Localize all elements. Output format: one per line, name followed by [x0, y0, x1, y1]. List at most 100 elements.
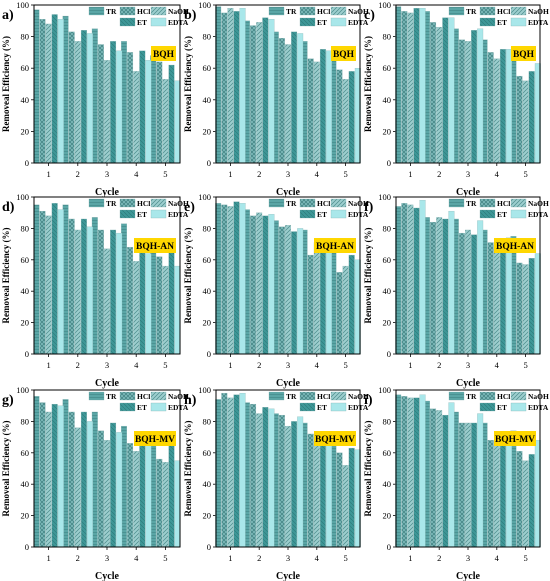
- legend-swatch-naoh: [150, 391, 167, 401]
- bar-hcl-cycle-3: [278, 38, 285, 164]
- y-axis-label: Removeal Efficiency (%): [363, 421, 373, 517]
- plot-frame: [395, 389, 541, 548]
- bar-naoh-cycle-4: [133, 261, 140, 355]
- legend-swatch-edta: [510, 402, 527, 412]
- y-tick-label: 0: [25, 158, 29, 168]
- bar-edta-cycle-4: [326, 438, 332, 548]
- y-tick-label: 100: [378, 0, 391, 10]
- legend-label-naoh: NaOH: [348, 392, 369, 401]
- y-tick-label: 60: [203, 255, 212, 265]
- legend-swatch-et: [119, 209, 136, 219]
- legend-swatch-et: [299, 209, 316, 219]
- bar-hcl-cycle-2: [430, 221, 437, 355]
- chart-panel-c: 0 20 40 60 80 100 1 2 3 4 5 c) Removeal Efficiency (…: [363, 0, 549, 198]
- bar-edta-cycle-1: [57, 405, 64, 548]
- x-tick-label: 5: [343, 360, 347, 370]
- x-tick-label: 3: [466, 360, 470, 370]
- legend-swatch-tr: [268, 198, 285, 208]
- y-tick-label: 0: [387, 349, 391, 359]
- bar-et-cycle-2: [262, 17, 269, 164]
- x-tick-label: 3: [105, 553, 109, 563]
- legend-swatch-et: [479, 17, 496, 27]
- legend-swatch-hcl: [119, 198, 136, 208]
- bar-naoh-cycle-5: [342, 265, 349, 355]
- y-tick-label: 40: [21, 286, 30, 296]
- panel-label: b): [184, 8, 197, 23]
- bar-naoh-cycle-4: [313, 242, 320, 355]
- bar-et-cycle-2: [80, 411, 87, 548]
- bar-edta-cycle-1: [419, 8, 426, 164]
- bar-et-cycle-1: [413, 207, 420, 355]
- legend-swatch-hcl: [299, 391, 316, 401]
- legend-label-naoh: NaOH: [348, 7, 369, 16]
- sample-badge-box: [134, 238, 176, 253]
- bar-naoh-cycle-2: [74, 229, 81, 355]
- legend-swatch-tr: [268, 6, 285, 16]
- legend-swatch-hcl: [119, 6, 136, 16]
- bar-et-cycle-5: [528, 71, 535, 164]
- x-axis-label: Cycle: [276, 571, 300, 581]
- bar-et-cycle-4: [499, 49, 506, 164]
- bar-naoh-cycle-1: [227, 206, 234, 355]
- x-tick-label: 2: [437, 360, 441, 370]
- bar-hcl-cycle-4: [307, 254, 314, 355]
- x-tick-label: 3: [286, 360, 290, 370]
- legend-label-hcl: HCl: [317, 392, 330, 401]
- y-tick-label: 60: [383, 63, 392, 73]
- sample-badge-box: [511, 46, 536, 61]
- bar-naoh-cycle-1: [407, 12, 414, 164]
- bar-et-cycle-2: [442, 414, 449, 548]
- legend-swatch-edta: [330, 209, 347, 219]
- x-tick-label: 5: [343, 169, 347, 179]
- legend-swatch-hcl: [479, 391, 496, 401]
- bar-naoh-cycle-1: [227, 397, 234, 548]
- bar-hcl-cycle-5: [336, 452, 343, 548]
- bar-hcl-cycle-2: [250, 215, 257, 355]
- sample-badge-label: BQH-AN: [316, 242, 354, 252]
- legend-label-edta: EDTA: [168, 210, 189, 219]
- x-tick-label: 5: [163, 169, 167, 179]
- y-tick-label: 40: [383, 479, 392, 489]
- y-tick-label: 20: [21, 511, 30, 521]
- bar-naoh-cycle-4: [493, 58, 500, 164]
- legend-label-hcl: HCl: [317, 7, 330, 16]
- bar-naoh-cycle-3: [465, 229, 471, 355]
- bar-hcl-cycle-1: [221, 12, 228, 164]
- panel-label: i): [364, 393, 373, 408]
- y-axis-label: Removeal Efficiency (%): [1, 36, 11, 132]
- y-tick-label: 80: [203, 416, 212, 426]
- bar-et-cycle-4: [139, 433, 146, 548]
- bar-edta-cycle-2: [268, 19, 275, 164]
- y-tick-label: 100: [198, 0, 211, 10]
- legend-label-tr: TR: [466, 7, 477, 16]
- legend-label-et: ET: [137, 210, 147, 219]
- legend-swatch-et: [119, 402, 136, 412]
- bar-naoh-cycle-2: [256, 413, 263, 548]
- y-tick-label: 100: [16, 192, 29, 202]
- bar-et-cycle-5: [528, 258, 535, 355]
- legend-label-tr: TR: [286, 199, 297, 208]
- bar-naoh-cycle-3: [465, 422, 471, 548]
- bar-naoh-cycle-5: [162, 79, 169, 164]
- bar-edta-cycle-3: [297, 33, 304, 164]
- x-tick-label: 5: [163, 360, 167, 370]
- bar-naoh-cycle-1: [407, 397, 414, 548]
- bar-naoh-cycle-5: [522, 460, 529, 548]
- legend-label-et: ET: [137, 18, 147, 27]
- bar-hcl-cycle-3: [97, 430, 104, 548]
- bar-hcl-cycle-5: [516, 262, 523, 355]
- legend-label-et: ET: [317, 18, 327, 27]
- bar-et-cycle-5: [168, 441, 175, 548]
- bar-et-cycle-2: [262, 407, 269, 548]
- legend-label-edta: EDTA: [348, 210, 369, 219]
- sample-badge-label: BQH-MV: [315, 435, 355, 445]
- bar-et-cycle-4: [499, 247, 506, 355]
- bar-edta-cycle-1: [239, 203, 246, 355]
- legend: TR HCl NaOH ET EDTA: [88, 6, 189, 27]
- y-tick-label: 60: [383, 448, 392, 458]
- y-tick-label: 100: [378, 385, 391, 395]
- y-tick-label: 60: [21, 255, 30, 265]
- bar-et-cycle-5: [348, 447, 355, 548]
- chart-panel-f: 0 20 40 60 80 100 1 2 3 4 5 f) Removeal Efficiency (…: [363, 192, 549, 389]
